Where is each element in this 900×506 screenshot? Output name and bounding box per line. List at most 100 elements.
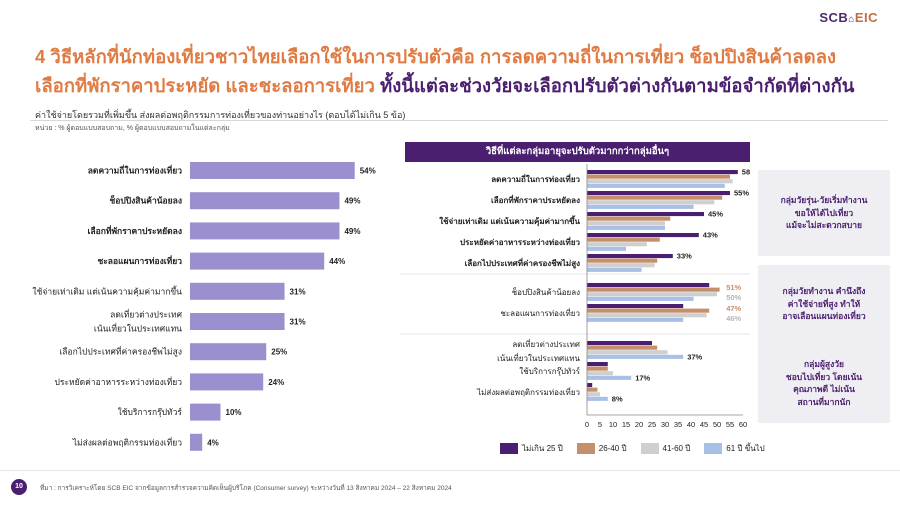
x-tick-label-11: 55 <box>726 420 734 429</box>
right-bar-4-s0 <box>587 254 673 259</box>
right-bar-6-s3 <box>587 317 684 322</box>
source-note: ที่มา : การวิเคราะห์โดย SCB EIC จากข้อมู… <box>40 485 452 492</box>
legend: ไม่เกิน 25 ปี 26-40 ปี 41-60 ปี 61 ปี ขึ้นไ… <box>500 442 765 455</box>
left-bar-6 <box>190 343 267 361</box>
footer-divider <box>0 470 900 471</box>
note-2-line-0: กลุ่มผู้สูงวัย <box>803 359 845 369</box>
right-value-label-0: 58% <box>742 168 750 177</box>
x-tick-label-1: 5 <box>598 420 602 429</box>
note-young: กลุ่มวัยรุ่น-วัยเริ่มทำงาน ขอให้ได้ไปเที่… <box>758 170 890 256</box>
chart-subtitle: ค่าใช้จ่ายโดยรวมที่เพิ่มขึ้น ส่งผลต่อพฤต… <box>35 110 406 120</box>
note-0-line-2: แม้จะไม่สะดวกสบาย <box>785 220 863 231</box>
note-1-line-2: อาจเลือนแผนท่องเที่ยว <box>782 311 866 322</box>
logo-house-icon: ⌂ <box>848 14 855 25</box>
x-tick-label-7: 35 <box>674 420 682 429</box>
right-bar-3-s3 <box>587 246 626 251</box>
x-tick-label-10: 50 <box>713 420 721 429</box>
left-bar-2 <box>190 222 340 240</box>
right-category-label-2: ใช้จ่ายเท่าเดิม แต่เน้นความคุ้มค่ามากขึ้… <box>439 215 580 227</box>
left-value-label-1: 49% <box>344 197 360 206</box>
left-category-label-8-0: ใช้บริการกรุ๊ปทัวร์ <box>118 407 183 418</box>
right-bar-4-s2 <box>587 263 655 268</box>
right-value-label-6-1: 46% <box>726 314 741 323</box>
right-bar-4-s3 <box>587 267 642 272</box>
legend-swatch-0 <box>500 443 518 454</box>
right-category-label-3: ประหยัดค่าอาหารระหว่างท่องเที่ยว <box>460 236 580 247</box>
x-tick-label-2: 10 <box>609 420 617 429</box>
left-category-label-0-0: ลดความถี่ในการท่องเที่ยว <box>88 164 183 176</box>
right-category-label-9: ไม่ส่งผลต่อพฤติกรรมท่องเที่ยว <box>476 386 580 397</box>
right-category-label-1: เลือกที่พักราคาประหยัดลง <box>491 194 580 205</box>
right-bar-5-s2 <box>587 292 717 297</box>
x-tick-label-5: 25 <box>648 420 656 429</box>
left-value-label-4: 31% <box>290 287 306 296</box>
legend-label-0: ไม่เกิน 25 ปี <box>522 444 563 453</box>
note-1-line-0: กลุ่มวัยทำงาน คำนึงถึง <box>782 286 866 297</box>
right-bar-2-s2 <box>587 221 665 226</box>
note-2-line-3: สถานที่มากนัก <box>797 396 851 407</box>
right-category-label2-7: เน้นเที่ยวในประเทศแทน <box>497 352 580 363</box>
left-value-label-9: 4% <box>207 438 219 447</box>
title-part-2: ทั้งนี้แต่ละช่วงวัยจะเลือกปรับตัวต่างกัน… <box>380 75 855 96</box>
right-bar-7-s1 <box>587 345 658 350</box>
x-tick-label-6: 30 <box>661 420 669 429</box>
right-bar-1-s3 <box>587 204 694 209</box>
right-bar-0-s1 <box>587 174 730 179</box>
left-bar-1 <box>190 192 340 210</box>
page-number: 10 <box>11 479 27 495</box>
logo-eic-text: EIC <box>854 10 878 25</box>
right-category-label-0: ลดความถี่ในการท่องเที่ยว <box>491 173 580 184</box>
right-bar-2-s1 <box>587 216 671 221</box>
left-bar-8 <box>190 403 221 421</box>
left-value-label-2: 49% <box>344 227 360 236</box>
x-tick-label-0: 0 <box>585 420 589 429</box>
right-bar-9-s3 <box>587 396 608 401</box>
right-bar-0-s0 <box>587 170 738 175</box>
right-bar-1-s1 <box>587 195 723 200</box>
left-category-label-3-0: ชะลอแผนการท่องเที่ยว <box>97 254 182 266</box>
divider <box>30 120 888 121</box>
right-category-label-6: ชะลอแผนการท่องเที่ยว <box>500 307 580 318</box>
right-bar-6-s2 <box>587 313 707 318</box>
left-category-label-7-0: ประหยัดค่าอาหารระหว่างท่องเที่ยว <box>55 376 183 387</box>
x-tick-label-8: 40 <box>687 420 695 429</box>
left-category-label-9-0: ไม่ส่งผลต่อพฤติกรรมท่องเที่ยว <box>72 436 183 447</box>
left-bar-7 <box>190 373 264 391</box>
right-bar-3-s0 <box>587 233 699 238</box>
left-value-label-8: 10% <box>226 408 242 417</box>
right-bar-6-s0 <box>587 304 684 309</box>
left-category-label-2-0: เลือกที่พักราคาประหยัดลง <box>87 224 182 236</box>
right-value-label-4: 33% <box>677 252 692 261</box>
x-tick-label-4: 20 <box>635 420 643 429</box>
right-bar-0-s3 <box>587 183 725 188</box>
note-2-line-1: ชอบไปเที่ยว โดยเน้น <box>785 371 863 382</box>
right-bar-2-s0 <box>587 212 704 217</box>
legend-item-0: ไม่เกิน 25 ปี <box>500 442 563 455</box>
right-value-label-7: 37% <box>687 352 702 361</box>
title-part-1: 4 วิธีหลักที่นักท่องเที่ยวชาวไทยเลือกใช้… <box>35 46 836 96</box>
left-category-label-5-1: เน้นเที่ยวในประเทศแทน <box>94 323 182 334</box>
right-bar-3-s2 <box>587 242 647 247</box>
page-title: 4 วิธีหลักที่นักท่องเที่ยวชาวไทยเลือกใช้… <box>35 42 865 100</box>
left-value-label-0: 54% <box>360 167 376 176</box>
right-bar-8-s1 <box>587 366 608 371</box>
right-bar-9-s1 <box>587 387 598 392</box>
note-senior: กลุ่มผู้สูงวัย ชอบไปเที่ยว โดยเน้น คุณภาพด… <box>758 343 890 423</box>
right-category-label-8: ใช้บริการกรุ๊ปทัวร์ <box>519 366 580 376</box>
left-bar-chart: ลดความถี่ในการท่องเที่ยว 54% ช็อปปิงสินค้า… <box>32 162 376 451</box>
right-category-label-4: เลือกไปประเทศที่ค่าครองชีพไม่สูง <box>465 257 581 269</box>
legend-label-1: 26-40 ปี <box>598 444 627 453</box>
left-category-label-5-0: ลดเที่ยวต่างประเทศ <box>110 309 182 320</box>
note-1-line-1: ค่าใช้จ่ายที่สูง ทำให้ <box>787 298 861 309</box>
left-bar-0 <box>190 162 355 179</box>
legend-item-2: 41-60 ปี <box>640 442 691 455</box>
right-bar-7-s2 <box>587 350 668 355</box>
left-bar-3 <box>190 252 325 270</box>
right-bar-5-s1 <box>587 287 720 292</box>
right-category-label-7: ลดเที่ยวต่างประเทศ <box>512 338 580 349</box>
right-bar-7-s3 <box>587 354 684 359</box>
left-value-label-3: 44% <box>329 257 345 266</box>
left-category-label-1-0: ช็อปปิงสินค้าน้อยลง <box>109 194 182 206</box>
legend-label-2: 41-60 ปี <box>662 444 691 453</box>
right-bar-7-s0 <box>587 341 652 346</box>
